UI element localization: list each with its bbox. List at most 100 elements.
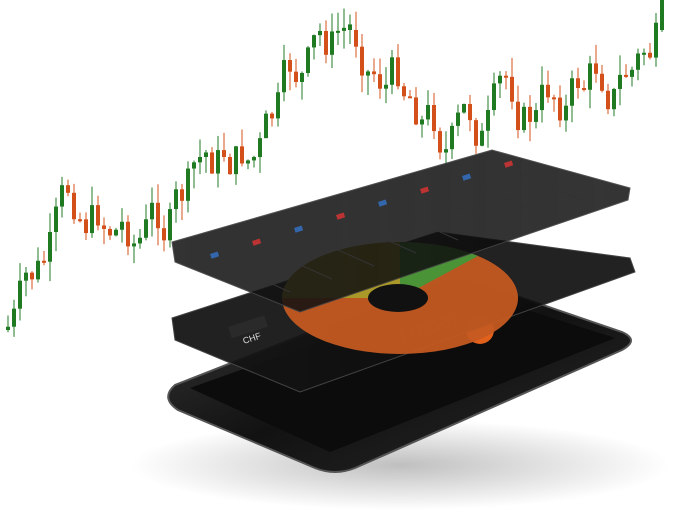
candle-body: [144, 219, 148, 238]
candle-body: [72, 192, 76, 220]
candle-body: [234, 146, 238, 175]
candle-body: [150, 202, 154, 220]
candle-body: [564, 105, 568, 121]
candle-body: [174, 189, 178, 210]
row-divider: [199, 251, 291, 293]
candle-body: [600, 73, 604, 91]
candle-body: [18, 280, 22, 309]
candle-body: [432, 105, 436, 132]
candle-body: [354, 30, 358, 47]
candle-body: [162, 228, 166, 241]
candle-body: [48, 232, 52, 262]
candle-body: [126, 221, 130, 247]
candle-body: [474, 120, 478, 146]
row-divider: [241, 238, 333, 280]
candle-body: [108, 228, 112, 236]
candle-body: [552, 97, 556, 100]
candle-body: [42, 260, 46, 263]
candle-body: [570, 78, 574, 106]
candle-body: [228, 157, 232, 175]
candle-body: [492, 83, 496, 111]
candle-body: [606, 90, 610, 110]
candle-body: [240, 146, 244, 164]
candle-body: [420, 119, 424, 125]
candle-body: [450, 125, 454, 150]
candle-body: [660, 0, 664, 30]
candle-body: [222, 150, 226, 158]
row-divider: [283, 225, 375, 267]
candle-body: [522, 106, 526, 131]
flag: [378, 199, 388, 207]
candle-body: [408, 96, 412, 99]
candle-body: [582, 88, 586, 91]
candle-body: [270, 113, 274, 119]
flag: [420, 186, 430, 194]
candle-body: [84, 219, 88, 234]
candle-body: [168, 209, 172, 241]
currency-chip: [228, 315, 268, 339]
candle-body: [336, 30, 340, 33]
row-divider: [493, 160, 585, 202]
candle-body: [246, 160, 250, 164]
candle-body: [282, 60, 286, 93]
flag: [294, 225, 304, 233]
candle-body: [402, 86, 406, 97]
candle-body: [192, 162, 196, 169]
candle-body: [516, 101, 520, 131]
candle-body: [510, 76, 514, 102]
candle-body: [36, 260, 40, 280]
candle-body: [210, 152, 214, 174]
candle-body: [156, 202, 160, 229]
candle-body: [486, 110, 490, 131]
candle-body: [342, 27, 346, 31]
candle-body: [204, 152, 208, 157]
candle-body: [642, 52, 646, 55]
candle-body: [390, 57, 394, 85]
candle-body: [648, 52, 652, 58]
candle-body: [636, 53, 640, 70]
candle-body: [186, 168, 190, 201]
candle-body: [444, 149, 448, 153]
candle-body: [576, 78, 580, 89]
quote-rows: [199, 160, 585, 293]
candle-body: [618, 74, 622, 89]
candle-body: [630, 69, 634, 77]
candle-body: [264, 113, 268, 139]
candle-body: [528, 106, 532, 122]
candle-body: [384, 84, 388, 89]
candle-body: [324, 30, 328, 55]
candle-body: [624, 74, 628, 77]
candle-body: [378, 74, 382, 89]
candle-body: [366, 71, 370, 76]
row-divider: [367, 199, 459, 241]
candle-body: [96, 205, 100, 226]
candle-body: [456, 112, 460, 126]
candle-body: [348, 24, 352, 30]
candle-body: [120, 221, 124, 230]
screen-layer-quotes: [171, 149, 631, 313]
candle-body: [360, 46, 364, 76]
candle-body: [318, 30, 322, 36]
candle-body: [546, 84, 550, 98]
flag: [504, 160, 514, 168]
flag: [210, 251, 220, 259]
candle-body: [558, 97, 562, 121]
candle-body: [102, 225, 106, 229]
candle-body: [462, 104, 466, 113]
candle-body: [276, 92, 280, 119]
candle-body: [312, 35, 316, 48]
candle-body: [534, 110, 538, 122]
candle-body: [480, 130, 484, 146]
candle-body: [504, 75, 508, 78]
candle-body: [372, 71, 376, 75]
candle-body: [612, 88, 616, 110]
candle-body: [594, 63, 598, 74]
row-divider: [325, 212, 417, 254]
candle-body: [198, 156, 202, 163]
candle-body: [6, 326, 10, 330]
candle-body: [66, 185, 70, 193]
candle-body: [258, 138, 262, 158]
candle-body: [252, 157, 256, 161]
